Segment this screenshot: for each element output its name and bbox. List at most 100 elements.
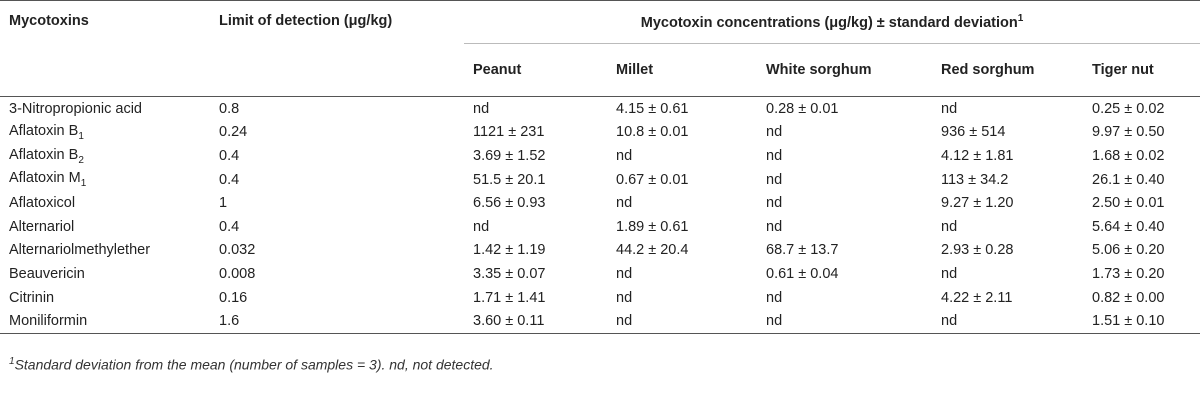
cell-peanut: 3.60 ± 0.11 [464,309,607,334]
cell-limit-of-detection: 0.4 [219,218,240,235]
mycotoxin-name-text: Aflatoxin M [9,170,81,187]
header-col-peanut: Peanut [473,62,522,78]
cell-mycotoxin-name: Beauvericin [0,262,210,286]
table-row: 3-Nitropropionic acid 0.8 nd 4.15 ± 0.61 0.2… [0,95,1200,121]
cell-tiger-nut: 2.50 ± 0.01 [1092,195,1165,212]
cell-white-sorghum: nd [757,309,932,334]
cell-red-sorghum: nd [932,309,1083,334]
cell-millet: nd [607,309,757,334]
cell-tiger-nut: 1.68 ± 0.02 [1092,147,1165,164]
cell-tiger-nut: 0.25 ± 0.02 [1083,95,1200,121]
table-row: Alternariolmethylether 0.032 1.42 ± 1.19 44… [0,239,1200,263]
mycotoxin-name-text: Aflatoxicol [9,195,76,212]
footnote-marker: 1 [9,356,15,367]
cell-white-sorghum: nd [766,147,783,164]
cell-limit-of-detection: 1 [219,195,228,212]
cell-peanut: 51.5 ± 20.1 [473,171,546,188]
cell-red-sorghum: nd [932,95,1083,121]
cell-tiger-nut: 26.1 ± 0.40 [1092,171,1165,188]
mycotoxin-name-text: Aflatoxin B [9,146,79,163]
cell-mycotoxin-name: Alternariolmethylether [0,239,210,263]
cell-tiger-nut: 0.82 ± 0.00 [1092,289,1165,306]
cell-red-sorghum: 936 ± 514 [941,124,1006,141]
cell-limit-of-detection: 0.4 [219,147,240,164]
cell-white-sorghum: 68.7 ± 13.7 [766,242,839,259]
cell-millet: nd [616,195,633,212]
header-group-label: Mycotoxin concentrations (μg/kg) ± stand… [640,14,1018,31]
cell-peanut: 6.56 ± 0.93 [473,195,546,212]
cell-limit-of-detection: 1.6 [210,309,464,334]
cell-mycotoxin-name: Moniliformin [0,309,210,334]
header-limit-of-detection: Limit of detection (μg/kg) [219,13,393,29]
cell-red-sorghum: nd [941,265,958,282]
table-footnote: 1Standard deviation from the mean (numbe… [9,356,494,373]
cell-peanut: 1.42 ± 1.19 [473,242,546,259]
cell-millet: 10.8 ± 0.01 [616,124,689,141]
cell-limit-of-detection: 0.032 [219,242,256,259]
cell-peanut: 1.71 ± 1.41 [473,289,546,306]
header-concentration-group: Mycotoxin concentrations (μg/kg) ± stand… [464,0,1200,44]
table-row: Moniliformin 1.6 3.60 ± 0.11 nd nd nd 1.51 ± 0… [0,309,1200,334]
mycotoxin-name-text: 3-Nitropropionic acid [9,100,142,117]
mycotoxin-name-text: Alternariol [9,218,75,235]
cell-mycotoxin-name: Citrinin [0,286,210,310]
cell-millet: nd [616,147,633,164]
table-row: Beauvericin 0.008 3.35 ± 0.07 nd 0.61 ± 0.04… [0,262,1200,286]
cell-peanut: 3.69 ± 1.52 [473,147,546,164]
cell-white-sorghum: nd [766,218,783,235]
table-row: Alternariol 0.4 nd 1.89 ± 0.61 nd nd 5.64 ± 0.… [0,215,1200,239]
cell-millet: 44.2 ± 20.4 [616,242,689,259]
mycotoxin-table: Mycotoxins Limit of detection (μg/kg) My… [0,0,1200,334]
cell-mycotoxin-name: Aflatoxin M1 [0,168,210,192]
header-col-tiger-nut: Tiger nut [1092,62,1154,78]
cell-millet: 4.15 ± 0.61 [607,95,757,121]
mycotoxin-name-text: Aflatoxin B [9,122,79,139]
cell-mycotoxin-name: Aflatoxin B1 [0,121,210,145]
table-body: 3-Nitropropionic acid 0.8 nd 4.15 ± 0.61 0.2… [0,95,1200,334]
cell-millet: nd [616,289,633,306]
cell-peanut: 3.35 ± 0.07 [473,265,546,282]
cell-red-sorghum: 4.12 ± 1.81 [941,147,1014,164]
cell-white-sorghum: nd [766,171,783,188]
mycotoxin-name-subscript: 1 [78,130,84,142]
mycotoxin-name-text: Beauvericin [9,265,85,282]
cell-red-sorghum: nd [941,218,958,235]
cell-millet: 0.67 ± 0.01 [616,171,689,188]
header-group-footnote-marker: 1 [1017,13,1024,25]
mycotoxin-name-text: Moniliformin [9,313,88,330]
cell-millet: 1.89 ± 0.61 [616,218,689,235]
cell-limit-of-detection: 0.8 [210,95,464,121]
mycotoxin-name-subscript: 2 [78,154,84,166]
cell-limit-of-detection: 0.008 [219,265,256,282]
cell-white-sorghum: 0.61 ± 0.04 [766,265,839,282]
cell-mycotoxin-name: 3-Nitropropionic acid [0,95,210,121]
cell-tiger-nut: 5.06 ± 0.20 [1092,242,1165,259]
table-row: Aflatoxin B1 0.24 1121 ± 231 10.8 ± 0.01 nd 9… [0,121,1200,145]
cell-mycotoxin-name: Alternariol [0,215,210,239]
cell-limit-of-detection: 0.4 [219,171,240,188]
mycotoxin-name-subscript: 1 [80,178,87,190]
header-mycotoxins: Mycotoxins [9,13,89,29]
table-row: Citrinin 0.16 1.71 ± 1.41 nd nd 4.22 ± 2.11 0.… [0,286,1200,310]
cell-red-sorghum: 4.22 ± 2.11 [941,289,1013,306]
cell-millet: nd [616,265,633,282]
cell-white-sorghum: nd [766,289,783,306]
header-col-white-sorghum: White sorghum [766,62,872,78]
table-row: Aflatoxin M1 0.4 51.5 ± 20.1 0.67 ± 0.01 nd 1… [0,168,1200,192]
mycotoxin-name-text: Alternariolmethylether [9,242,151,259]
cell-red-sorghum: 2.93 ± 0.28 [941,242,1014,259]
cell-limit-of-detection: 0.16 [219,289,248,306]
cell-limit-of-detection: 0.24 [219,124,248,141]
cell-tiger-nut: 1.73 ± 0.20 [1092,265,1165,282]
cell-peanut: 1121 ± 231 [473,124,545,141]
cell-tiger-nut: 5.64 ± 0.40 [1092,218,1165,235]
cell-white-sorghum: nd [766,195,783,212]
cell-tiger-nut: 1.51 ± 0.10 [1083,309,1200,334]
cell-peanut: nd [473,218,490,235]
cell-red-sorghum: 9.27 ± 1.20 [941,195,1014,212]
mycotoxin-name-text: Citrinin [9,289,55,306]
cell-white-sorghum: nd [766,124,783,141]
cell-tiger-nut: 9.97 ± 0.50 [1092,124,1165,141]
header-col-red-sorghum: Red sorghum [941,62,1035,78]
